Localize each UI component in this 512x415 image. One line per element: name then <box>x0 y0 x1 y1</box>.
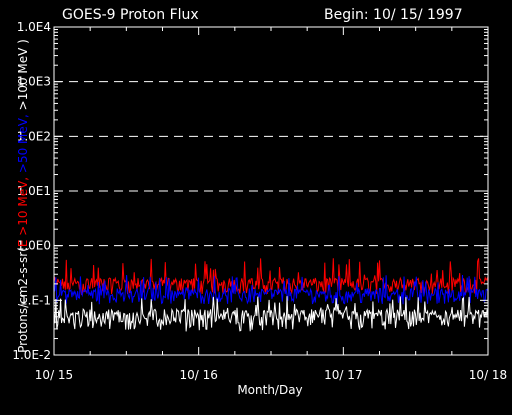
y-tick-label: 1.0E1 <box>17 184 51 198</box>
axes-layer: 1.0E-2 1.E-1 1.0E0 1.0E1 1.0E2 1.0E3 1.0E4 10/ … <box>12 20 507 382</box>
flux-series-line <box>53 274 489 305</box>
x-tick-label: 10/ 17 <box>324 368 362 382</box>
grid-layer <box>54 81 488 247</box>
y-tick-label: 1.0E0 <box>17 239 51 253</box>
chart-title: GOES-9 Proton Flux <box>62 7 199 23</box>
x-axis-label: Month/Day <box>237 383 302 397</box>
flux-series-line <box>53 296 489 332</box>
y-axis-label-part: Protons/cm2-s-sr( <box>16 247 30 353</box>
y-tick-label: 1.0E3 <box>17 75 51 89</box>
y-axis-label-part: E >10 MeV, <box>16 173 30 247</box>
y-tick-label: 1.0E2 <box>17 129 51 143</box>
x-tick-label: 10/ 16 <box>179 368 217 382</box>
y-tick-label: 1.E-1 <box>20 293 51 307</box>
series-layer <box>53 258 489 332</box>
y-axis-label-part: >50 MeV, <box>16 110 30 173</box>
x-tick-label: 10/ 15 <box>35 368 73 382</box>
plot-frame <box>53 26 489 356</box>
y-axis-label: Protons/cm2-s-sr(E >10 MeV, >50 MeV, >10… <box>16 39 30 353</box>
y-tick-label: 1.0E-2 <box>12 348 51 362</box>
y-tick-label: 1.0E4 <box>17 20 51 34</box>
begin-date-label: Begin: 10/ 15/ 1997 <box>324 7 463 23</box>
y-axis-label-part: >100 MeV ) <box>16 39 30 110</box>
x-tick-label: 10/ 18 <box>469 368 507 382</box>
